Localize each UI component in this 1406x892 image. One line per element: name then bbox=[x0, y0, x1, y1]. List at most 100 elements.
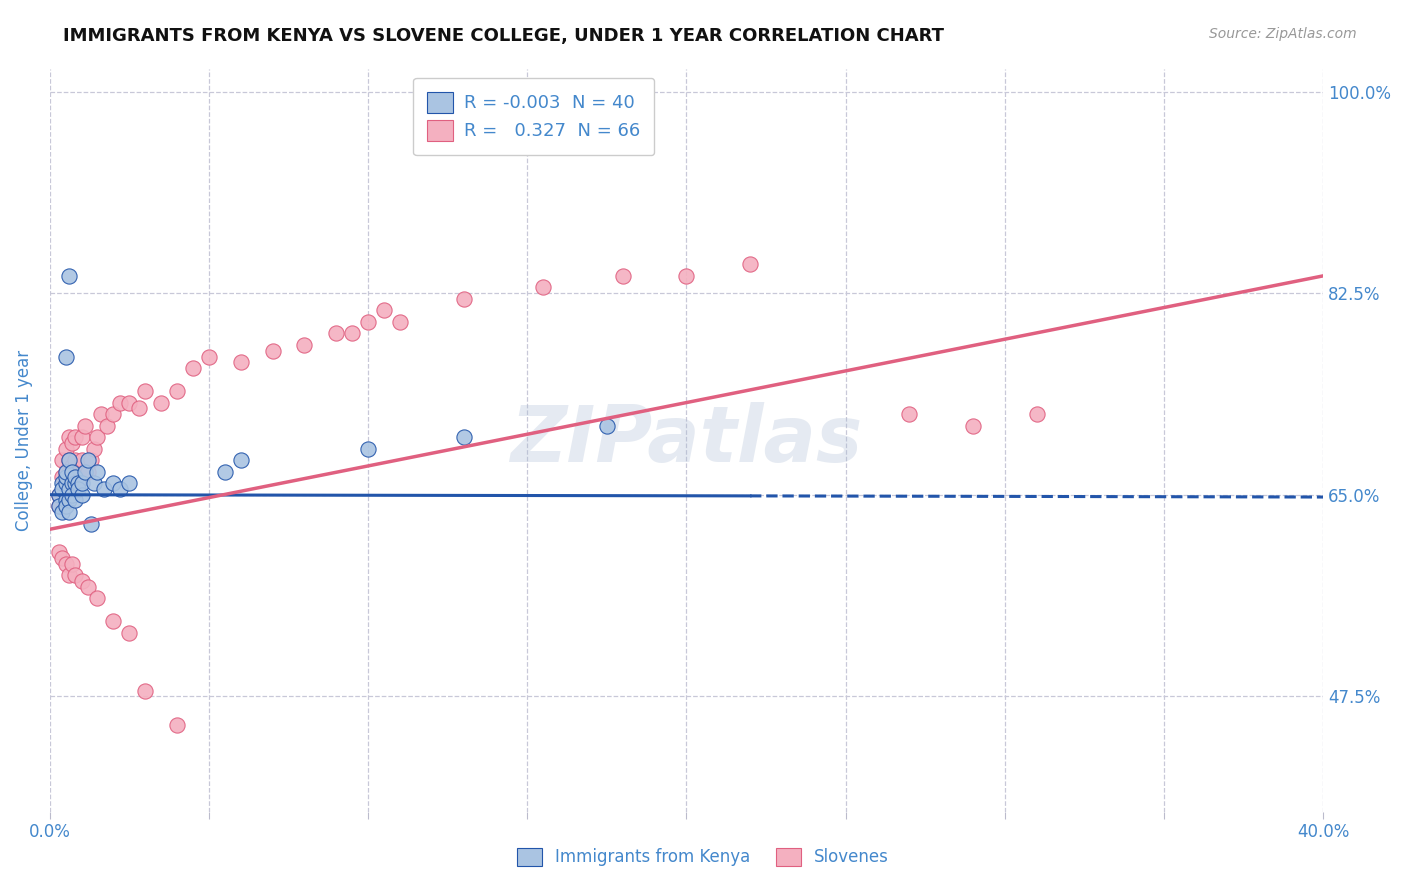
Point bbox=[55, 465, 77, 479]
Point bbox=[262, 343, 284, 358]
Point bbox=[48, 500, 70, 514]
Point bbox=[63, 430, 86, 444]
Point bbox=[86, 591, 108, 606]
Point bbox=[90, 407, 112, 421]
Point bbox=[198, 350, 221, 364]
Point bbox=[86, 465, 108, 479]
Point bbox=[60, 465, 83, 479]
Point bbox=[73, 418, 96, 433]
Point bbox=[63, 470, 86, 484]
Point bbox=[373, 303, 395, 318]
Point bbox=[118, 476, 141, 491]
Point bbox=[181, 361, 204, 376]
Point bbox=[63, 470, 86, 484]
Point bbox=[453, 292, 475, 306]
Point bbox=[108, 482, 131, 496]
Point bbox=[453, 430, 475, 444]
Point bbox=[60, 557, 83, 571]
Point bbox=[229, 453, 252, 467]
Point bbox=[70, 476, 93, 491]
Legend: R = -0.003  N = 40, R =   0.327  N = 66: R = -0.003 N = 40, R = 0.327 N = 66 bbox=[413, 78, 654, 155]
Point bbox=[150, 395, 173, 409]
Point bbox=[51, 482, 73, 496]
Point bbox=[67, 476, 90, 491]
Point bbox=[48, 488, 70, 502]
Point bbox=[58, 568, 80, 582]
Point bbox=[388, 315, 411, 329]
Point bbox=[76, 580, 98, 594]
Point bbox=[612, 268, 634, 283]
Point bbox=[83, 476, 105, 491]
Point bbox=[596, 418, 619, 433]
Point bbox=[51, 551, 73, 566]
Point bbox=[166, 718, 188, 732]
Point bbox=[214, 465, 236, 479]
Point bbox=[51, 505, 73, 519]
Point bbox=[103, 476, 125, 491]
Point bbox=[58, 482, 80, 496]
Point bbox=[55, 470, 77, 484]
Point bbox=[58, 482, 80, 496]
Point bbox=[60, 476, 83, 491]
Point bbox=[118, 626, 141, 640]
Point bbox=[103, 615, 125, 629]
Point bbox=[58, 493, 80, 508]
Text: IMMIGRANTS FROM KENYA VS SLOVENE COLLEGE, UNDER 1 YEAR CORRELATION CHART: IMMIGRANTS FROM KENYA VS SLOVENE COLLEGE… bbox=[63, 27, 945, 45]
Point bbox=[96, 418, 118, 433]
Point bbox=[58, 465, 80, 479]
Text: ZIPatlas: ZIPatlas bbox=[510, 402, 862, 478]
Point bbox=[80, 453, 103, 467]
Point bbox=[60, 458, 83, 473]
Point bbox=[60, 476, 83, 491]
Y-axis label: College, Under 1 year: College, Under 1 year bbox=[15, 350, 32, 531]
Point bbox=[58, 453, 80, 467]
Text: Source: ZipAtlas.com: Source: ZipAtlas.com bbox=[1209, 27, 1357, 41]
Point bbox=[86, 430, 108, 444]
Point bbox=[60, 488, 83, 502]
Point bbox=[63, 453, 86, 467]
Point bbox=[675, 268, 697, 283]
Point bbox=[357, 315, 380, 329]
Point bbox=[58, 453, 80, 467]
Point bbox=[60, 436, 83, 450]
Point bbox=[55, 350, 77, 364]
Point bbox=[67, 482, 90, 496]
Point bbox=[58, 505, 80, 519]
Point bbox=[166, 384, 188, 398]
Point bbox=[51, 470, 73, 484]
Point bbox=[55, 493, 77, 508]
Point bbox=[76, 465, 98, 479]
Point bbox=[51, 453, 73, 467]
Point bbox=[76, 453, 98, 467]
Point bbox=[63, 568, 86, 582]
Point bbox=[531, 280, 554, 294]
Point bbox=[108, 395, 131, 409]
Point bbox=[70, 574, 93, 588]
Point bbox=[898, 407, 921, 421]
Point bbox=[738, 257, 761, 271]
Point bbox=[83, 442, 105, 456]
Point bbox=[962, 418, 984, 433]
Point bbox=[118, 395, 141, 409]
Point bbox=[134, 384, 156, 398]
Point bbox=[80, 516, 103, 531]
Point bbox=[55, 476, 77, 491]
Point bbox=[55, 465, 77, 479]
Point bbox=[70, 430, 93, 444]
Point bbox=[73, 465, 96, 479]
Point bbox=[48, 500, 70, 514]
Point bbox=[70, 470, 93, 484]
Point bbox=[93, 482, 115, 496]
Point bbox=[58, 430, 80, 444]
Point bbox=[70, 453, 93, 467]
Point bbox=[340, 326, 363, 341]
Point bbox=[55, 476, 77, 491]
Point bbox=[51, 476, 73, 491]
Point bbox=[325, 326, 347, 341]
Point bbox=[48, 545, 70, 559]
Point bbox=[63, 476, 86, 491]
Point bbox=[63, 493, 86, 508]
Point bbox=[67, 476, 90, 491]
Point bbox=[128, 401, 150, 416]
Legend: Immigrants from Kenya, Slovenes: Immigrants from Kenya, Slovenes bbox=[509, 839, 897, 875]
